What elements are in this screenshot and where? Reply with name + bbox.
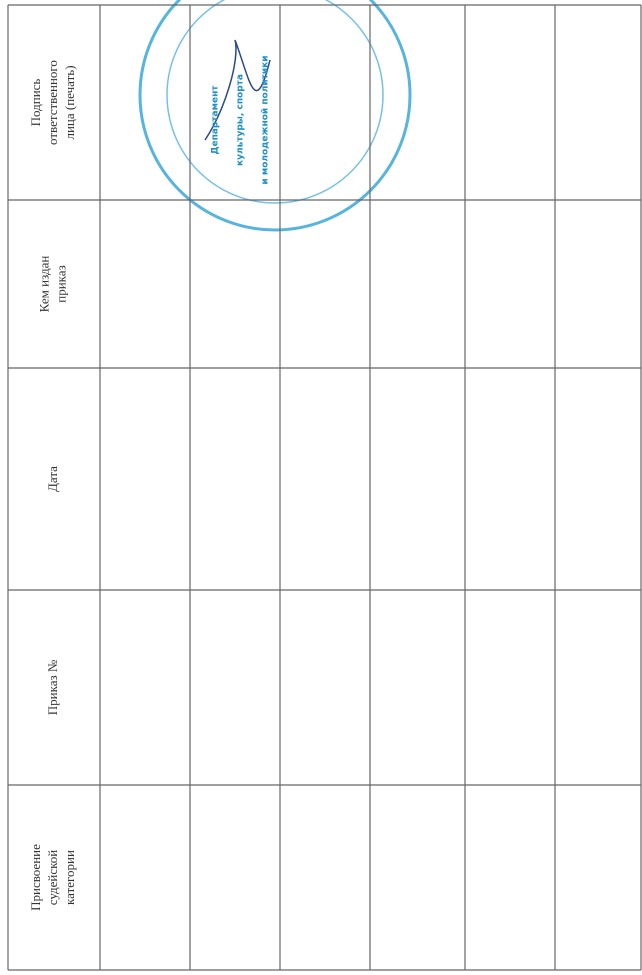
header-text: Приказ № xyxy=(45,660,60,716)
signature xyxy=(204,39,271,141)
header-text: ответственного xyxy=(45,60,60,145)
stamp-text: Департамент xyxy=(211,85,221,155)
header-text: судейской xyxy=(45,850,60,906)
header-text: Кем издан xyxy=(36,256,51,313)
stamp-inner xyxy=(166,0,384,204)
header-text: Дата xyxy=(45,466,60,492)
header-text: категории xyxy=(62,850,77,905)
header-text: Присвоение xyxy=(28,844,43,911)
stamp-text: культуры, спорта xyxy=(236,74,246,166)
header-text: лица (печать) xyxy=(62,65,77,139)
header-text: приказ xyxy=(53,265,68,302)
header-text: Подпись xyxy=(28,79,43,127)
stamp-text: и молодежной политики xyxy=(261,55,271,184)
stamp xyxy=(138,0,412,232)
